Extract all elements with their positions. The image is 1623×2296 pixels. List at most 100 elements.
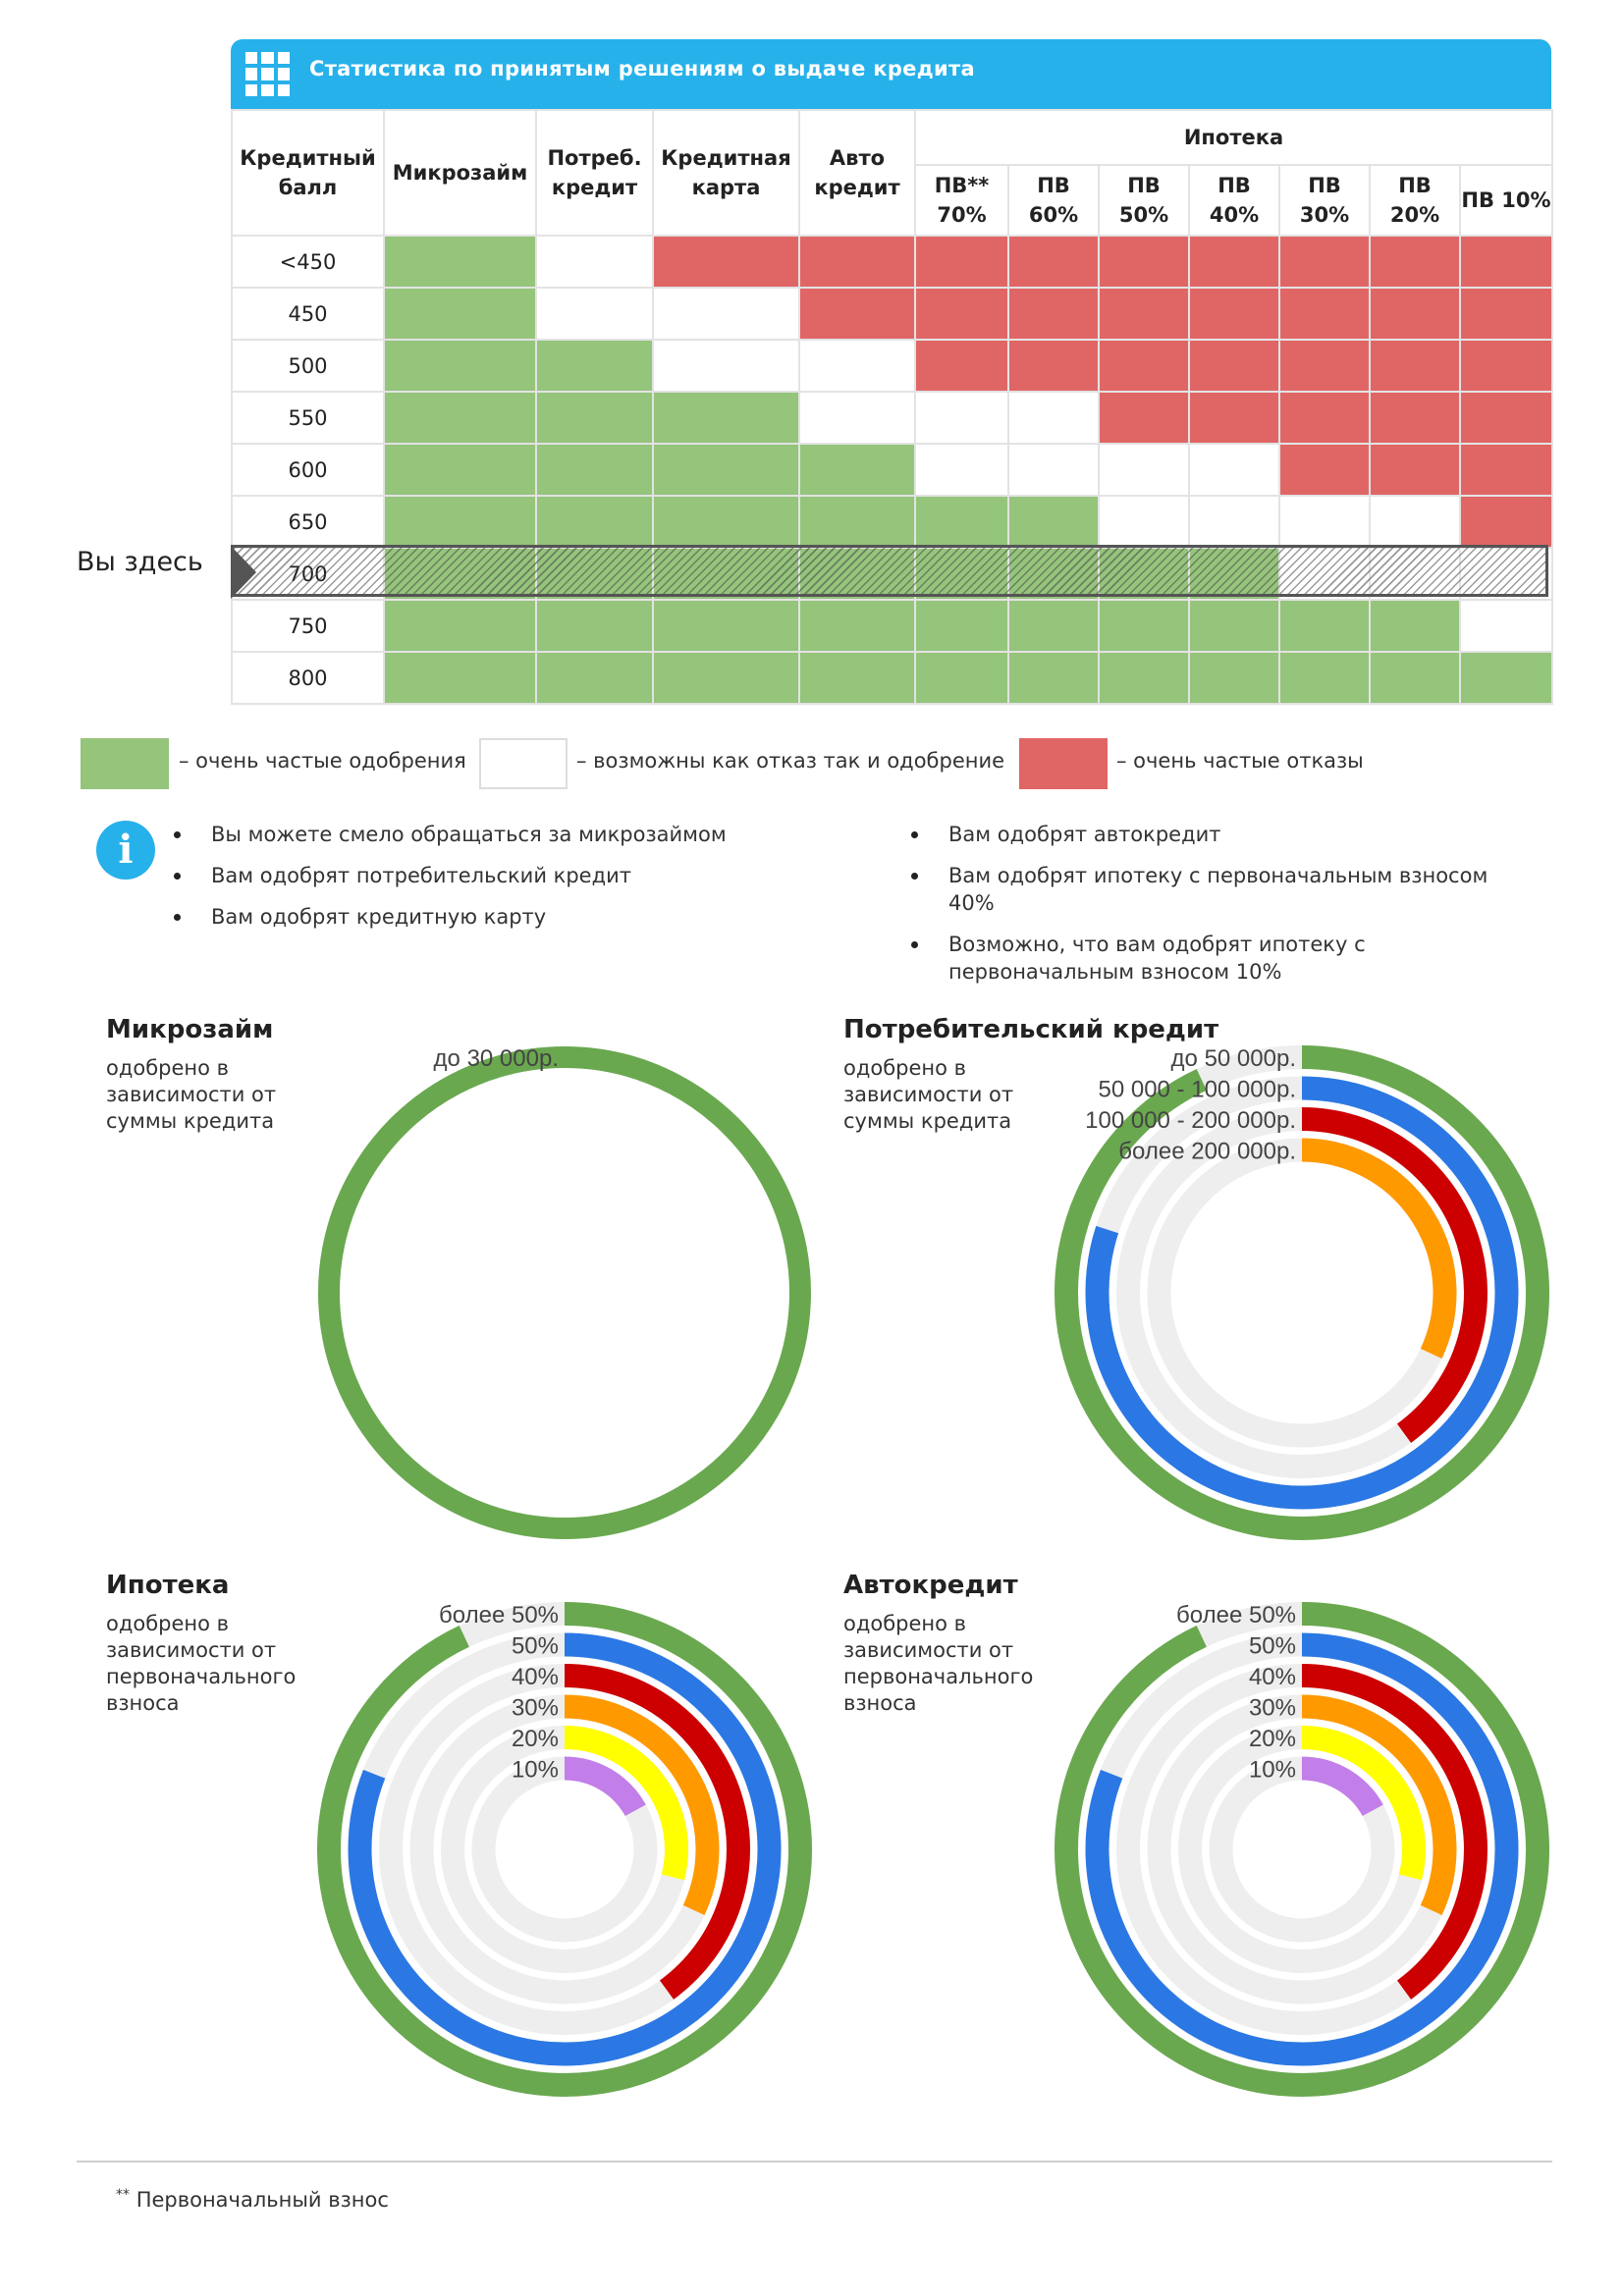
status-cell [798, 599, 916, 653]
info-icon: i [96, 821, 155, 880]
list-item: Вы можете смело обращаться за микрозаймо… [167, 821, 776, 848]
status-cell [1459, 287, 1553, 341]
table-row: 550 [231, 391, 1553, 445]
ring-bar [1301, 1664, 1488, 2000]
ring-bar [564, 1726, 688, 1881]
status-cell [914, 443, 1009, 497]
ring-label: 40% [512, 1664, 559, 1690]
col-header-pv: ПВ 60% [1007, 164, 1100, 237]
status-cell [652, 651, 800, 705]
ring-bar [348, 1632, 782, 2066]
score-cell: 450 [231, 287, 385, 341]
status-cell [383, 339, 537, 393]
status-cell [1278, 287, 1371, 341]
status-cell [383, 443, 537, 497]
status-cell [1007, 443, 1100, 497]
score-cell: 650 [231, 495, 385, 549]
status-cell [1459, 651, 1553, 705]
you-are-here-label: Вы здесь [77, 547, 203, 577]
score-cell: <450 [231, 235, 385, 289]
status-cell [798, 235, 916, 289]
status-cell [1369, 443, 1461, 497]
list-item: Вам одобрят потребительский кредит [167, 862, 776, 889]
status-cell [1278, 599, 1371, 653]
status-cell [798, 651, 916, 705]
status-cell [535, 235, 654, 289]
status-cell [798, 443, 916, 497]
status-cell [535, 495, 654, 549]
status-cell [1188, 235, 1280, 289]
ring-label: 20% [1249, 1726, 1296, 1752]
status-cell [535, 287, 654, 341]
status-cell [1459, 599, 1553, 653]
ring-label: 10% [1249, 1757, 1296, 1784]
current-score-highlight [231, 545, 1548, 597]
col-header-score: Кредитный балл [231, 109, 385, 237]
chart-microloan: до 30 000р. [318, 1045, 811, 1539]
status-cell [1459, 339, 1553, 393]
status-cell [798, 391, 916, 445]
status-cell [1098, 599, 1190, 653]
status-cell [1369, 235, 1461, 289]
ring-bar [317, 1602, 812, 2097]
col-header-pv: ПВ 30% [1278, 164, 1371, 237]
status-cell [1098, 495, 1190, 549]
status-cell [1188, 391, 1280, 445]
col-header-auto: Авто кредит [798, 109, 916, 237]
table-row: 500 [231, 339, 1553, 393]
status-cell [1278, 495, 1371, 549]
table-header-bar [231, 39, 1551, 109]
table-row: 600 [231, 443, 1553, 497]
status-cell [383, 391, 537, 445]
table-row: 650 [231, 495, 1553, 549]
ring-bar [564, 1664, 750, 2000]
status-cell [1278, 339, 1371, 393]
tips-list-left: Вы можете смело обращаться за микрозаймо… [167, 821, 776, 944]
status-cell [1007, 287, 1100, 341]
status-cell [535, 443, 654, 497]
chart-autoloan: более 50% 50% 40% 30% 20% 10% [1055, 1602, 1549, 2097]
score-cell: 550 [231, 391, 385, 445]
col-header-pv: ПВ 40% [1188, 164, 1280, 237]
status-cell [1188, 443, 1280, 497]
col-header-micro: Микрозайм [383, 109, 537, 237]
chart-title: Потребительский кредит [843, 1015, 1219, 1044]
list-item: Вам одобрят автокредит [904, 821, 1533, 848]
ring-label: 30% [512, 1695, 559, 1722]
list-item: Вам одобрят ипотеку с первоначальным взн… [904, 862, 1533, 917]
score-cell: 500 [231, 339, 385, 393]
score-cell: 800 [231, 651, 385, 705]
status-cell [1459, 235, 1553, 289]
status-cell [383, 235, 537, 289]
ring-label: 30% [1249, 1695, 1296, 1722]
status-cell [383, 287, 537, 341]
legend-swatch-maybe [479, 738, 568, 789]
status-cell [1459, 391, 1553, 445]
footnote: ** Первоначальный взнос [116, 2187, 389, 2212]
ring-label: 100 000 - 200 000р. [1085, 1107, 1296, 1134]
table-row: <450 [231, 235, 1553, 289]
status-cell [914, 599, 1009, 653]
status-cell [1188, 599, 1280, 653]
status-cell [798, 495, 916, 549]
status-cell [1278, 235, 1371, 289]
legend-approve: – очень частые одобрения [179, 749, 466, 773]
table-row: 800 [231, 651, 1553, 705]
ring-label: до 30 000р. [434, 1045, 559, 1072]
status-cell [1007, 339, 1100, 393]
status-cell [914, 339, 1009, 393]
status-cell [1098, 391, 1190, 445]
status-cell [1007, 495, 1100, 549]
ring-label: более 50% [1176, 1602, 1296, 1629]
status-cell [535, 391, 654, 445]
credit-decision-table: Кредитный балл Микрозайм Потреб. кредит … [231, 109, 1553, 705]
status-cell [914, 391, 1009, 445]
ring-label: 10% [512, 1757, 559, 1784]
ring-bar [1055, 1045, 1549, 1540]
status-cell [383, 599, 537, 653]
score-cell: 600 [231, 443, 385, 497]
ring-label: более 200 000р. [1118, 1139, 1296, 1165]
chart-mortgage: более 50% 50% 40% 30% 20% 10% [317, 1602, 812, 2097]
col-header-pv: ПВ 10% [1459, 164, 1553, 237]
ring-label: 50% [512, 1633, 559, 1660]
